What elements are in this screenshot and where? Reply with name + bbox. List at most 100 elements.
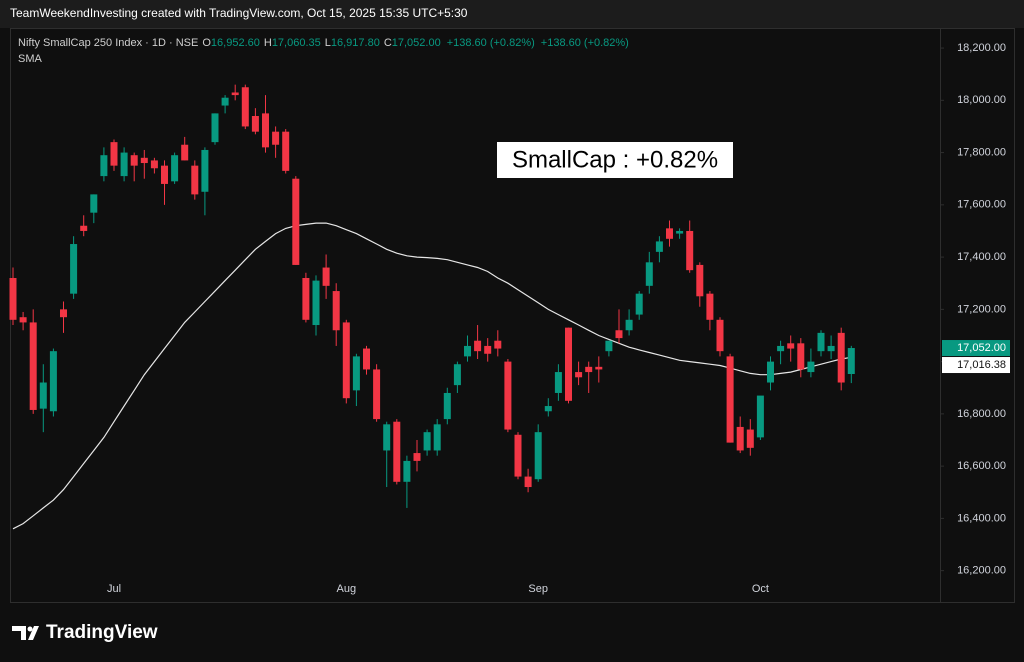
candle-body <box>19 317 27 323</box>
candle-body <box>332 291 340 331</box>
candle-body <box>575 372 583 378</box>
candle-body <box>130 155 138 166</box>
candle-body <box>554 372 562 393</box>
candle-body <box>90 194 98 213</box>
y-tick-label: 17,800.00 <box>957 146 1006 158</box>
footer-brand: TradingView <box>46 622 158 643</box>
y-tick-label: 17,200.00 <box>957 303 1006 315</box>
sma-label-box <box>942 357 1010 374</box>
y-tick-label: 16,400.00 <box>957 512 1006 524</box>
candle-body <box>403 460 411 482</box>
y-tick-label: 18,000.00 <box>957 94 1006 106</box>
candle-body <box>787 343 795 349</box>
logo-mark <box>12 626 39 640</box>
candle-body <box>767 361 774 383</box>
price-label-box <box>942 340 1010 357</box>
candle-body <box>363 348 370 370</box>
y-tick-label: 17,400.00 <box>957 251 1006 263</box>
ohlc-legend: Nifty SmallCap 250 Index · 1D · NSE O16,9… <box>18 37 629 49</box>
candle-body <box>302 278 310 320</box>
y-tick-label: 16,600.00 <box>957 460 1006 472</box>
y-tick-label: 17,600.00 <box>957 199 1006 211</box>
legend-key: H <box>264 37 272 49</box>
candle-body <box>807 361 815 373</box>
candle-body <box>666 228 673 239</box>
candle-body <box>847 348 855 374</box>
candle-body <box>736 426 744 451</box>
candle-body <box>433 424 441 451</box>
candle-body <box>140 157 148 164</box>
candle-body <box>211 113 219 143</box>
candle-body <box>201 149 209 192</box>
candle-body <box>80 225 88 231</box>
candle-body <box>464 345 471 357</box>
sma-line <box>12 222 852 530</box>
candle-body <box>635 293 643 315</box>
x-tick-label: Sep <box>528 583 548 595</box>
candle-body <box>777 345 785 352</box>
candle-body <box>241 87 249 127</box>
candle-body <box>251 116 259 132</box>
candle-body <box>615 330 623 339</box>
candle-body <box>373 369 381 420</box>
candle-body <box>756 395 764 438</box>
candle-body <box>595 366 603 370</box>
candle-body <box>494 340 502 349</box>
candle-body <box>29 322 37 410</box>
y-tick-label: 16,800.00 <box>957 408 1006 420</box>
y-tick-label: 18,200.00 <box>957 42 1006 54</box>
x-tick-label: Aug <box>337 583 357 595</box>
candle-body <box>171 155 179 182</box>
candle-body <box>514 434 522 477</box>
candle-body <box>221 97 229 106</box>
annotation: SmallCap : +0.82% <box>512 146 718 173</box>
sma-legend: SMA <box>18 53 43 65</box>
candle-body <box>474 340 482 352</box>
candle-body <box>49 351 57 412</box>
legend-value: 17,052.00 <box>392 37 441 49</box>
candle-body <box>484 345 492 354</box>
candle-body <box>817 332 825 352</box>
candle-body <box>181 144 189 161</box>
x-tick-label: Oct <box>752 583 769 595</box>
logo-dot <box>27 626 33 632</box>
legend-key: L <box>325 37 331 49</box>
candle-body <box>393 421 401 482</box>
legend-value: 16,952.60 <box>211 37 260 49</box>
candle-body <box>746 429 754 448</box>
candle-body <box>352 356 360 391</box>
candle-body <box>262 113 269 148</box>
candle-body <box>161 165 168 184</box>
footer-logo <box>12 626 39 640</box>
legend-key: O <box>202 37 211 49</box>
candle-body <box>272 131 280 145</box>
candle-body <box>706 293 714 320</box>
legend-value: 17,060.35 <box>272 37 321 49</box>
candle-body <box>60 309 67 318</box>
candle-body <box>544 406 552 412</box>
candle-body <box>524 476 532 488</box>
candle-body <box>797 343 805 370</box>
candle-body <box>453 364 461 386</box>
candle-body <box>696 264 704 297</box>
candle-body <box>726 356 734 443</box>
candle-body <box>120 152 128 177</box>
candle-body <box>383 424 391 451</box>
candle-body <box>686 230 694 271</box>
candle-body <box>231 92 239 96</box>
legend-value: 16,917.80 <box>331 37 380 49</box>
candle-body <box>534 432 542 480</box>
candle-body <box>716 319 724 352</box>
candle-body <box>605 340 613 352</box>
candle-body <box>655 241 663 252</box>
candle-body <box>625 319 633 331</box>
candle-body <box>645 262 653 286</box>
candle-body <box>565 327 572 401</box>
candle-body <box>70 244 78 294</box>
candle-body <box>342 322 350 399</box>
candle-body <box>150 160 158 169</box>
legend-change: +138.60 (+0.82%) <box>541 37 629 49</box>
sma-label: 17,016.38 <box>957 359 1006 371</box>
